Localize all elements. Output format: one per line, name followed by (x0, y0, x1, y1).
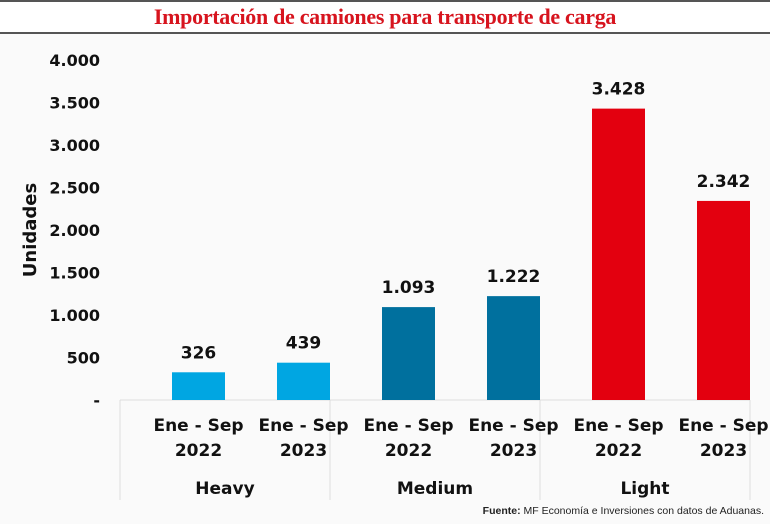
bar (697, 200, 750, 400)
x-tick-year: 2022 (595, 441, 642, 461)
x-tick-period: Ene - Sep (153, 416, 243, 436)
bar (592, 108, 645, 401)
y-tick-label: 3.500 (49, 94, 100, 113)
y-tick-label: 2.000 (49, 221, 100, 240)
data-label: 1.222 (487, 267, 541, 287)
x-tick-period: Ene - Sep (258, 416, 348, 436)
data-label: 2.342 (697, 172, 751, 192)
data-label: 3.428 (592, 80, 646, 100)
source-text: MF Economía e Inversiones con datos de A… (520, 505, 765, 517)
data-label: 1.093 (382, 278, 436, 298)
x-tick-period: Ene - Sep (468, 416, 558, 436)
group-label: Light (620, 479, 669, 499)
y-tick-label: 3.000 (49, 136, 100, 155)
bar (487, 296, 540, 400)
data-label: 439 (286, 334, 322, 354)
y-axis-label: Unidades (20, 183, 41, 277)
y-tick-label: 1.500 (49, 264, 100, 283)
x-tick-period: Ene - Sep (573, 416, 663, 436)
x-tick-year: 2022 (385, 441, 432, 461)
y-tick-label: 1.000 (49, 306, 100, 325)
source-note: Fuente: MF Economía e Inversiones con da… (483, 505, 764, 517)
x-tick-year: 2023 (490, 441, 537, 461)
x-tick-period: Ene - Sep (363, 416, 453, 436)
x-tick-year: 2023 (280, 441, 327, 461)
group-label: Medium (397, 479, 473, 499)
x-tick-year: 2022 (175, 441, 222, 461)
y-tick-label: 4.000 (49, 51, 100, 70)
y-tick-label: 500 (67, 349, 100, 368)
group-label: Heavy (195, 479, 254, 499)
bar (382, 307, 435, 400)
y-tick-label: - (93, 391, 100, 410)
bar (172, 372, 225, 400)
source-label: Fuente: (482, 505, 521, 517)
chart-title: Importación de camiones para transporte … (0, 0, 770, 34)
y-tick-label: 2.500 (49, 179, 100, 198)
x-tick-year: 2023 (700, 441, 747, 461)
data-label: 326 (181, 343, 217, 363)
bar (277, 362, 330, 400)
x-tick-period: Ene - Sep (678, 416, 768, 436)
